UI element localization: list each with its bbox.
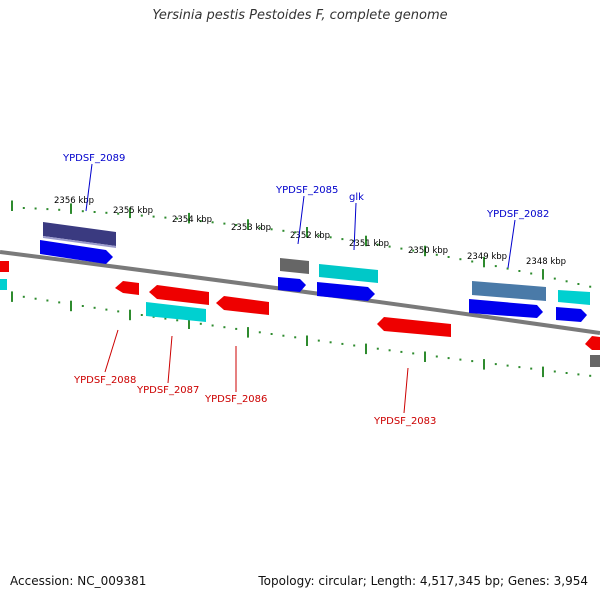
gene-arrow (216, 296, 269, 315)
topology-text: Topology: circular; Length: 4,517,345 bp… (258, 574, 588, 588)
gene-arrow (278, 277, 306, 292)
gene-block (0, 279, 7, 290)
leader-YPDSF_2087 (167, 335, 173, 384)
scale-label-2353: 2353 kbp (231, 223, 271, 233)
gene-block (472, 281, 546, 301)
scale-label-2356: 2356 kbp (54, 196, 94, 206)
gene-block (146, 302, 206, 322)
lower-tick-track (11, 291, 592, 378)
gene-blocks (0, 222, 600, 367)
gene-block (319, 264, 378, 283)
label-leaders (85, 163, 516, 414)
leader-YPDSF_2083 (403, 367, 409, 414)
gene-label-YPDSF_2085: YPDSF_2085 (275, 185, 338, 196)
gene-arrow (149, 285, 209, 305)
gene-block (43, 236, 116, 248)
gene-label-YPDSF_2088: YPDSF_2088 (73, 375, 136, 386)
leader-YPDSF_2085 (297, 195, 305, 245)
gene-arrow (377, 317, 451, 337)
gene-label-glk: glk (349, 192, 364, 203)
gene-arrow (317, 282, 375, 301)
gene-label-YPDSF_2087: YPDSF_2087 (136, 385, 199, 396)
scale-label-2348: 2348 kbp (526, 257, 566, 267)
upper-tick-track (11, 200, 592, 288)
gene-arrow (115, 281, 139, 295)
gene-arrow (40, 240, 113, 264)
gene-arrow (556, 307, 587, 322)
scale-label-2355: 2355 kbp (113, 206, 153, 216)
gene-label-YPDSF_2089: YPDSF_2089 (62, 153, 125, 164)
gene-arrow (585, 336, 600, 350)
scale-label-2349: 2349 kbp (467, 252, 507, 262)
scale-labels: 2356 kbp 2355 kbp 2354 kbp 2353 kbp 2352… (54, 196, 566, 267)
accession-text: Accession: NC_009381 (10, 574, 147, 588)
leader-YPDSF_2089 (85, 163, 93, 212)
gene-block (558, 290, 590, 305)
scale-label-2354: 2354 kbp (172, 215, 212, 225)
map-title: Yersinia pestis Pestoides F, complete ge… (152, 8, 448, 23)
leader-YPDSF_2082 (507, 219, 516, 269)
gene-label-YPDSF_2082: YPDSF_2082 (486, 209, 549, 220)
leader-glk (353, 202, 357, 251)
scale-label-2350: 2350 kbp (408, 246, 448, 256)
gene-arrow (469, 299, 543, 318)
gene-block (590, 355, 600, 367)
leader-YPDSF_2088 (104, 329, 119, 373)
gene-label-YPDSF_2083: YPDSF_2083 (373, 416, 436, 427)
gene-block (0, 261, 9, 272)
scale-label-2352: 2352 kbp (290, 231, 330, 241)
gene-label-YPDSF_2086: YPDSF_2086 (204, 394, 267, 405)
gene-block (280, 258, 309, 274)
gene-block (43, 222, 116, 246)
gene-labels: YPDSF_2089 YPDSF_2085 glk YPDSF_2082 YPD… (62, 153, 549, 427)
scale-label-2351: 2351 kbp (349, 239, 389, 249)
